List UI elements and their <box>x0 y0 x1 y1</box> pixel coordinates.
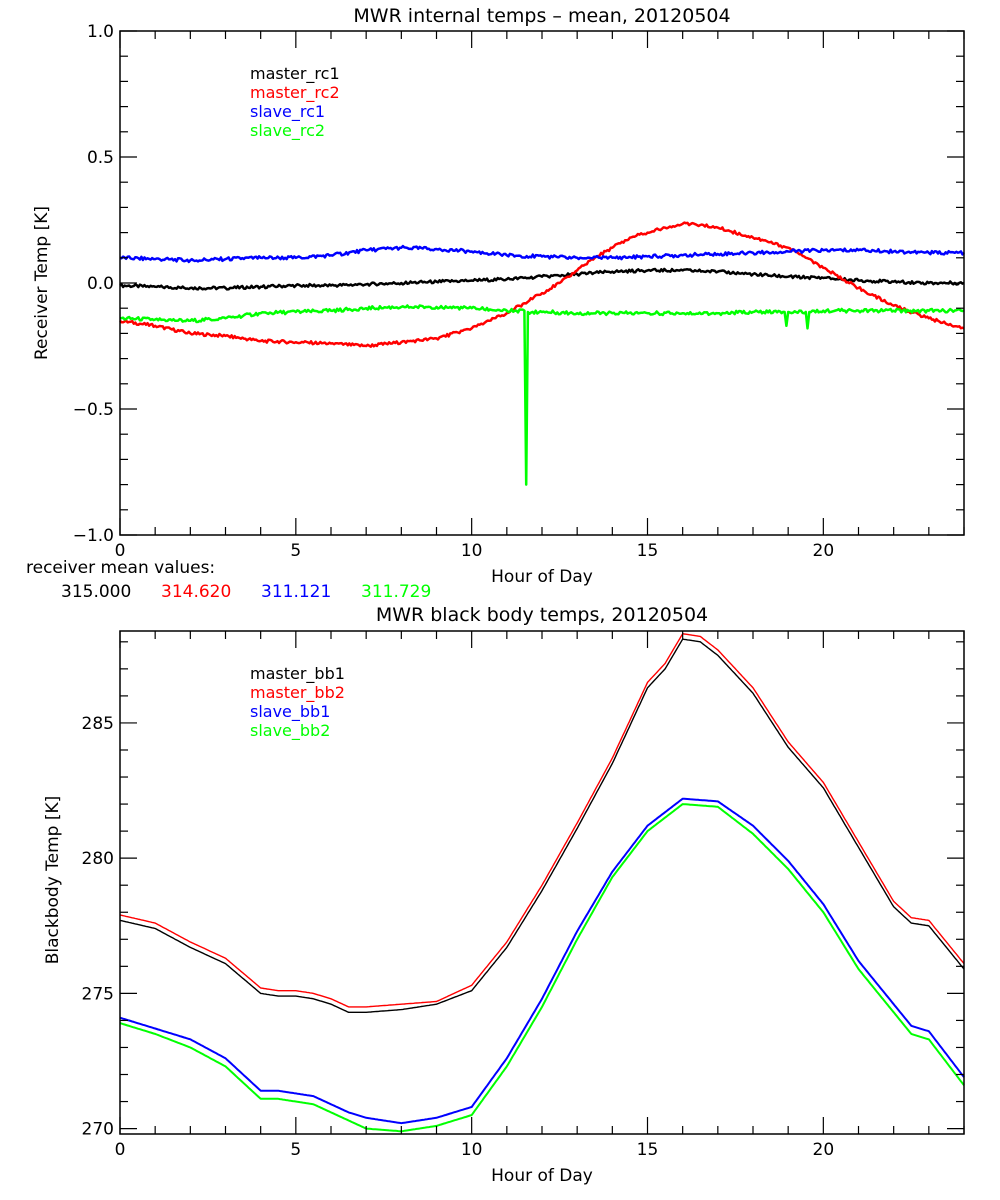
series-line-master-rc1 <box>119 267 965 291</box>
ticks-group <box>119 631 965 1134</box>
x-tick-label: 20 <box>813 541 835 561</box>
y-tick-label: 270 <box>82 1120 114 1140</box>
receiver-temp-chart: MWR internal temps – mean, 20120504 1.0 … <box>26 5 965 602</box>
legend-entry-master-rc1: master_rc1 <box>250 64 340 84</box>
y-tick-label: 280 <box>82 849 114 869</box>
plot-frame <box>119 630 965 1135</box>
series-line-master-bb2 <box>119 633 965 1008</box>
y-tick-label: 1.0 <box>87 22 114 42</box>
x-tick-labels: 0 5 10 15 20 <box>115 541 835 561</box>
x-tick-labels: 0 5 10 15 20 <box>115 1140 835 1160</box>
mean-values-label: receiver mean values: <box>26 558 215 578</box>
x-axis-label: Hour of Day <box>491 567 593 587</box>
y-tick-label: 275 <box>82 984 114 1004</box>
x-tick-label: 20 <box>813 1140 835 1160</box>
mean-values-annotation: receiver mean values: 315.000 314.620 31… <box>26 558 431 602</box>
chart-title: MWR internal temps – mean, 20120504 <box>353 5 730 27</box>
x-tick-label: 0 <box>115 541 126 561</box>
series-group <box>119 221 965 486</box>
blackbody-temp-chart: MWR black body temps, 20120504 270 275 2… <box>43 604 965 1186</box>
y-tick-label: −0.5 <box>73 400 114 420</box>
legend-entry-slave-bb1: slave_bb1 <box>250 702 330 722</box>
y-tick-labels: 1.0 0.5 0.0 −0.5 −1.0 <box>73 22 114 546</box>
legend-entry-master-rc2: master_rc2 <box>250 83 340 103</box>
legend: master_rc1 master_rc2 slave_rc1 slave_rc… <box>250 64 340 141</box>
x-axis-label: Hour of Day <box>491 1166 593 1186</box>
x-tick-label: 15 <box>637 541 659 561</box>
legend: master_bb1 master_bb2 slave_bb1 slave_bb… <box>250 664 345 741</box>
x-tick-label: 15 <box>637 1140 659 1160</box>
series-group <box>119 633 965 1133</box>
mean-value-master-rc2: 314.620 <box>161 582 231 602</box>
mean-value-slave-rc2: 311.729 <box>361 582 431 602</box>
legend-entry-slave-rc1: slave_rc1 <box>250 102 325 122</box>
legend-entry-master-bb1: master_bb1 <box>250 664 345 684</box>
legend-entry-slave-bb2: slave_bb2 <box>250 721 330 741</box>
series-line-slave-bb2 <box>119 803 965 1133</box>
plot-frame <box>119 30 965 536</box>
ticks-group <box>119 30 965 536</box>
x-tick-label: 5 <box>290 1140 301 1160</box>
series-line-slave-rc1 <box>119 244 965 264</box>
chart-title: MWR black body temps, 20120504 <box>376 604 708 626</box>
x-tick-label: 5 <box>290 541 301 561</box>
y-tick-label: 285 <box>82 714 114 734</box>
x-tick-label: 0 <box>115 1140 126 1160</box>
mean-value-master-rc1: 315.000 <box>61 582 131 602</box>
series-line-master-bb1 <box>119 638 965 1013</box>
y-tick-label: −1.0 <box>73 526 114 546</box>
series-line-master-rc2 <box>119 221 965 348</box>
y-tick-labels: 270 275 280 285 <box>82 714 114 1140</box>
x-tick-label: 10 <box>461 1140 483 1160</box>
legend-entry-slave-rc2: slave_rc2 <box>250 121 325 141</box>
series-line-slave-bb1 <box>119 797 965 1125</box>
y-axis-label: Receiver Temp [K] <box>32 206 52 360</box>
y-tick-label: 0.0 <box>87 274 114 294</box>
y-tick-label: 0.5 <box>87 148 114 168</box>
series-line-slave-rc2 <box>119 304 965 486</box>
y-axis-label: Blackbody Temp [K] <box>43 796 63 965</box>
x-tick-label: 10 <box>461 541 483 561</box>
legend-entry-master-bb2: master_bb2 <box>250 683 345 703</box>
mean-value-slave-rc1: 311.121 <box>261 582 331 602</box>
